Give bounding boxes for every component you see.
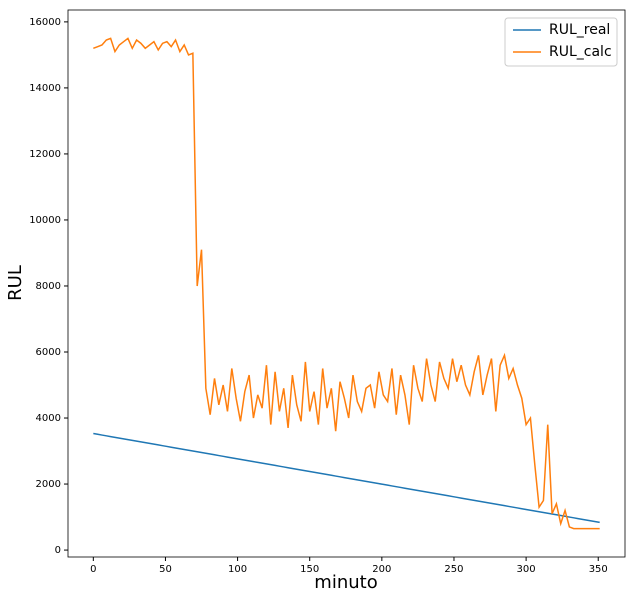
y-tick-label: 6000 <box>36 347 61 358</box>
y-tick-label: 8000 <box>36 281 61 292</box>
x-tick-label: 150 <box>300 564 319 575</box>
y-tick-label: 12000 <box>29 149 61 160</box>
legend-label: RUL_calc <box>549 44 612 60</box>
x-tick-label: 0 <box>90 564 96 575</box>
x-tick-label: 350 <box>589 564 608 575</box>
y-tick-label: 10000 <box>29 215 61 226</box>
x-axis-label: minuto <box>314 572 377 593</box>
x-tick-label: 250 <box>444 564 463 575</box>
plot-frame <box>67 9 626 558</box>
x-tick-label: 300 <box>517 564 536 575</box>
y-tick-label: 14000 <box>29 83 61 94</box>
data-line <box>93 37 600 530</box>
y-tick-label: 0 <box>55 545 61 556</box>
x-tick-label: 200 <box>372 564 391 575</box>
x-tick-label: 50 <box>159 564 172 575</box>
y-tick-label: 4000 <box>36 413 61 424</box>
y-tick-label: 16000 <box>29 17 61 28</box>
y-tick-label: 2000 <box>36 479 61 490</box>
data-line <box>93 432 600 524</box>
x-tick-label: 100 <box>228 564 247 575</box>
y-axis-label: RUL <box>5 265 26 301</box>
legend-label: RUL_real <box>549 22 610 38</box>
